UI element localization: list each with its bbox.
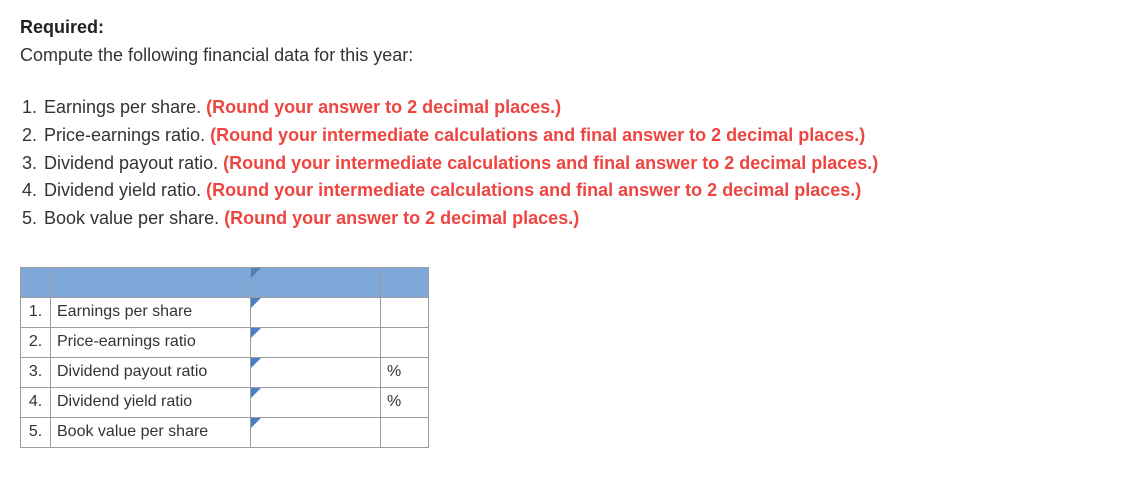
answer-input[interactable] xyxy=(257,298,374,327)
instructions-block: Required: Compute the following financia… xyxy=(20,14,1112,70)
table-header-cell xyxy=(51,268,251,298)
question-hint: (Round your intermediate calculations an… xyxy=(206,180,861,200)
question-text: Earnings per share. xyxy=(44,97,206,117)
table-header-cell xyxy=(21,268,51,298)
question-hint: (Round your answer to 2 decimal places.) xyxy=(206,97,561,117)
question-text: Book value per share. xyxy=(44,208,224,228)
table-header-cell xyxy=(381,268,429,298)
row-number: 4. xyxy=(21,388,51,418)
question-item: Dividend payout ratio. (Round your inter… xyxy=(42,150,1112,178)
table-row: 3. Dividend payout ratio % xyxy=(21,358,429,388)
answer-cell[interactable] xyxy=(251,418,381,448)
table-header-cell xyxy=(251,268,381,298)
row-label: Book value per share xyxy=(51,418,251,448)
table-row: 2. Price-earnings ratio xyxy=(21,328,429,358)
question-hint: (Round your intermediate calculations an… xyxy=(210,125,865,145)
unit-cell: % xyxy=(381,358,429,388)
answer-cell[interactable] xyxy=(251,298,381,328)
question-item: Earnings per share. (Round your answer t… xyxy=(42,94,1112,122)
row-number: 5. xyxy=(21,418,51,448)
row-number: 3. xyxy=(21,358,51,388)
row-number: 1. xyxy=(21,298,51,328)
question-hint: (Round your intermediate calculations an… xyxy=(223,153,878,173)
intro-text: Compute the following financial data for… xyxy=(20,45,413,65)
question-item: Price-earnings ratio. (Round your interm… xyxy=(42,122,1112,150)
question-list: Earnings per share. (Round your answer t… xyxy=(20,94,1112,233)
answer-input[interactable] xyxy=(257,328,374,357)
row-label: Dividend payout ratio xyxy=(51,358,251,388)
row-number: 2. xyxy=(21,328,51,358)
question-text: Dividend yield ratio. xyxy=(44,180,206,200)
answer-table: 1. Earnings per share 2. Price-earnings … xyxy=(20,267,429,448)
unit-cell xyxy=(381,418,429,448)
answer-input[interactable] xyxy=(257,358,374,387)
unit-cell xyxy=(381,298,429,328)
row-label: Earnings per share xyxy=(51,298,251,328)
row-label: Price-earnings ratio xyxy=(51,328,251,358)
question-hint: (Round your answer to 2 decimal places.) xyxy=(224,208,579,228)
required-label: Required: xyxy=(20,17,104,37)
answer-input[interactable] xyxy=(257,418,374,447)
question-text: Price-earnings ratio. xyxy=(44,125,210,145)
unit-cell xyxy=(381,328,429,358)
answer-cell[interactable] xyxy=(251,328,381,358)
table-row: 5. Book value per share xyxy=(21,418,429,448)
row-label: Dividend yield ratio xyxy=(51,388,251,418)
question-item: Book value per share. (Round your answer… xyxy=(42,205,1112,233)
answer-cell[interactable] xyxy=(251,388,381,418)
question-text: Dividend payout ratio. xyxy=(44,153,223,173)
table-row: 4. Dividend yield ratio % xyxy=(21,388,429,418)
answer-input[interactable] xyxy=(257,388,374,417)
answer-cell[interactable] xyxy=(251,358,381,388)
table-row: 1. Earnings per share xyxy=(21,298,429,328)
question-item: Dividend yield ratio. (Round your interm… xyxy=(42,177,1112,205)
table-header-row xyxy=(21,268,429,298)
unit-cell: % xyxy=(381,388,429,418)
